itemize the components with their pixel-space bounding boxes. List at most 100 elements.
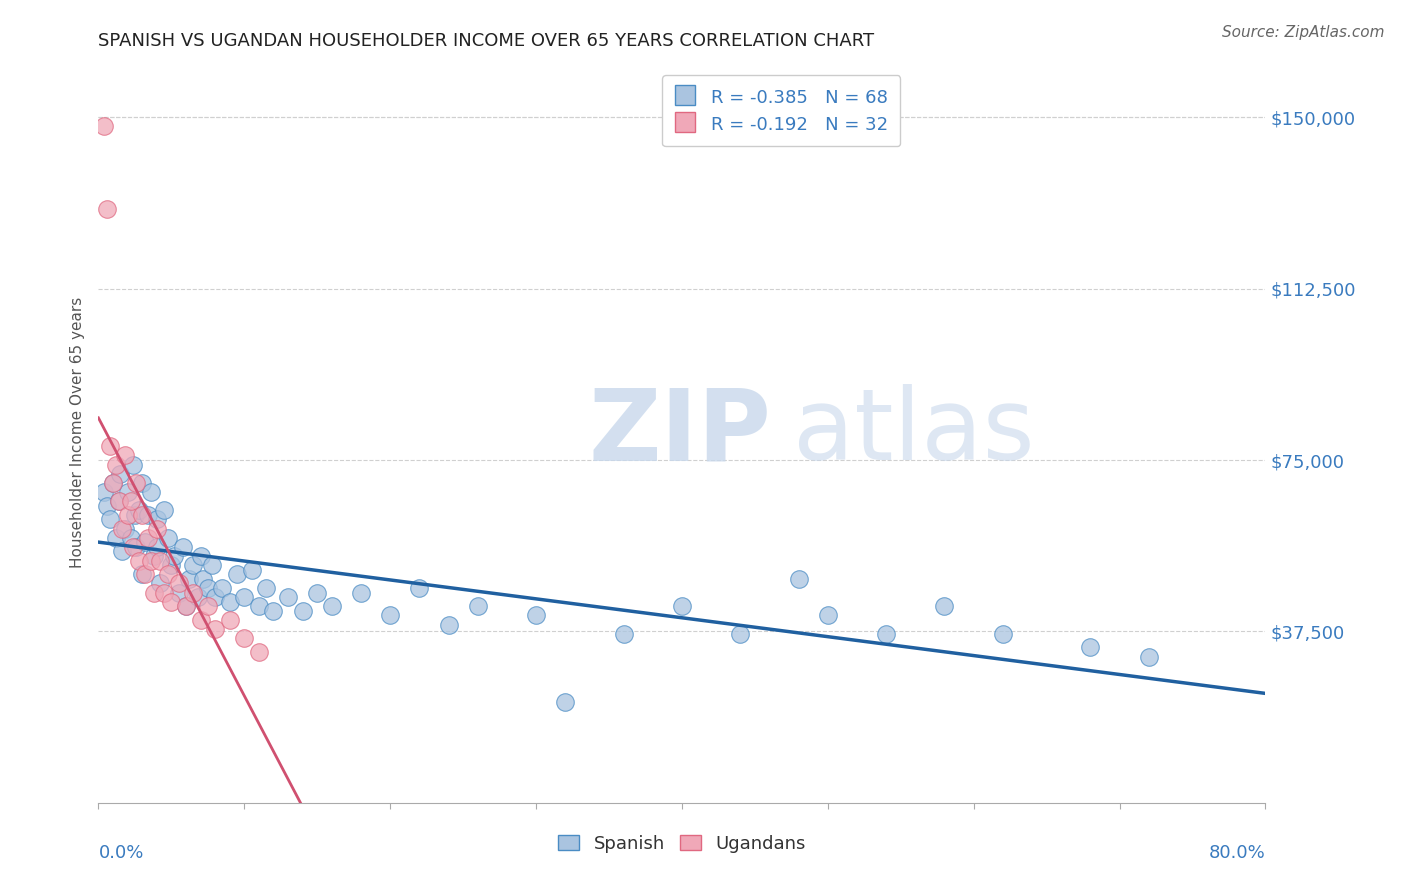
- Point: [108, 494, 131, 508]
- Point: [139, 485, 162, 500]
- Point: [142, 549, 165, 563]
- Point: [111, 544, 134, 558]
- Point: [108, 494, 131, 508]
- Point: [163, 549, 186, 563]
- Point: [247, 645, 270, 659]
- Point: [117, 485, 139, 500]
- Point: [262, 604, 284, 618]
- Point: [408, 581, 430, 595]
- Point: [139, 553, 162, 567]
- Point: [146, 522, 169, 536]
- Point: [787, 572, 810, 586]
- Point: [254, 581, 277, 595]
- Point: [437, 617, 460, 632]
- Y-axis label: Householder Income Over 65 years: Householder Income Over 65 years: [69, 297, 84, 568]
- Point: [93, 120, 115, 134]
- Point: [117, 508, 139, 522]
- Point: [125, 540, 148, 554]
- Point: [193, 572, 215, 586]
- Point: [114, 449, 136, 463]
- Point: [991, 626, 1014, 640]
- Point: [181, 558, 204, 573]
- Point: [124, 508, 146, 522]
- Point: [226, 567, 249, 582]
- Point: [204, 622, 226, 636]
- Point: [291, 604, 314, 618]
- Point: [467, 599, 489, 614]
- Point: [153, 503, 176, 517]
- Point: [187, 590, 209, 604]
- Legend: Spanish, Ugandans: Spanish, Ugandans: [551, 828, 813, 861]
- Point: [153, 585, 176, 599]
- Point: [104, 458, 127, 472]
- Point: [136, 508, 159, 522]
- Point: [104, 531, 127, 545]
- Point: [101, 475, 124, 490]
- Point: [350, 585, 373, 599]
- Point: [125, 475, 148, 490]
- Point: [211, 581, 233, 595]
- Point: [96, 202, 118, 216]
- Point: [131, 475, 153, 490]
- Point: [612, 626, 634, 640]
- Point: [730, 626, 752, 640]
- Point: [98, 512, 121, 526]
- Point: [96, 499, 118, 513]
- Point: [233, 632, 256, 646]
- Point: [101, 475, 124, 490]
- Point: [157, 531, 180, 545]
- Point: [554, 695, 576, 709]
- Point: [181, 585, 204, 599]
- Point: [524, 608, 547, 623]
- Point: [190, 613, 212, 627]
- Point: [136, 531, 159, 545]
- Point: [160, 595, 183, 609]
- Point: [671, 599, 693, 614]
- Text: 80.0%: 80.0%: [1209, 845, 1265, 863]
- Point: [277, 590, 299, 604]
- Point: [160, 558, 183, 573]
- Point: [218, 595, 240, 609]
- Point: [157, 567, 180, 582]
- Point: [122, 458, 145, 472]
- Text: SPANISH VS UGANDAN HOUSEHOLDER INCOME OVER 65 YEARS CORRELATION CHART: SPANISH VS UGANDAN HOUSEHOLDER INCOME OV…: [98, 32, 875, 50]
- Text: ZIP: ZIP: [589, 384, 772, 481]
- Point: [122, 540, 145, 554]
- Point: [134, 567, 156, 582]
- Point: [146, 512, 169, 526]
- Point: [233, 590, 256, 604]
- Point: [204, 590, 226, 604]
- Point: [167, 576, 190, 591]
- Point: [1137, 649, 1160, 664]
- Point: [190, 549, 212, 563]
- Point: [177, 572, 200, 586]
- Point: [1080, 640, 1102, 655]
- Point: [201, 558, 224, 573]
- Point: [131, 567, 153, 582]
- Point: [120, 531, 142, 545]
- Point: [380, 608, 402, 623]
- Point: [934, 599, 956, 614]
- Point: [172, 540, 194, 554]
- Text: Source: ZipAtlas.com: Source: ZipAtlas.com: [1222, 25, 1385, 40]
- Point: [817, 608, 839, 623]
- Point: [98, 439, 121, 453]
- Point: [218, 613, 240, 627]
- Point: [174, 599, 197, 614]
- Point: [120, 494, 142, 508]
- Point: [93, 485, 115, 500]
- Point: [111, 522, 134, 536]
- Point: [146, 540, 169, 554]
- Point: [114, 522, 136, 536]
- Point: [142, 585, 165, 599]
- Text: atlas: atlas: [793, 384, 1035, 481]
- Point: [197, 581, 219, 595]
- Text: 0.0%: 0.0%: [98, 845, 143, 863]
- Point: [197, 599, 219, 614]
- Point: [128, 553, 150, 567]
- Point: [149, 576, 172, 591]
- Point: [247, 599, 270, 614]
- Point: [149, 553, 172, 567]
- Point: [174, 599, 197, 614]
- Point: [110, 467, 132, 481]
